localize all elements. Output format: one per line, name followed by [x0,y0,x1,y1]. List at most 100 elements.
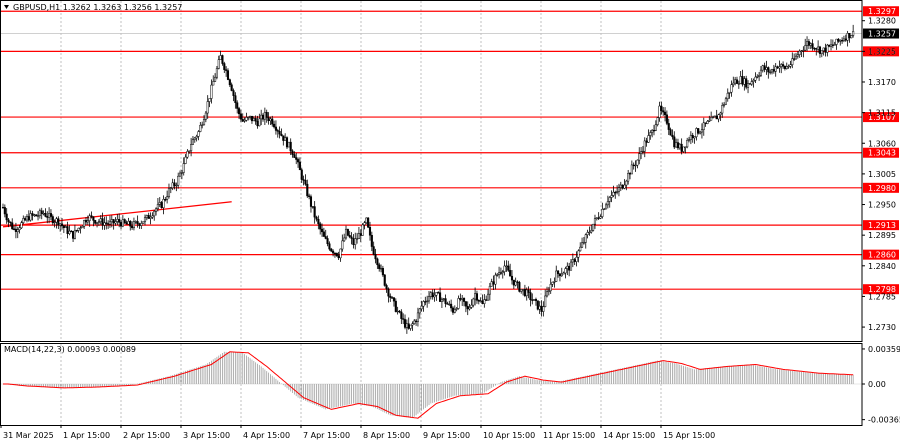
candle-body [337,255,340,259]
candle-body [678,143,681,149]
candle-body [330,248,333,252]
candle-body [525,289,528,297]
candle-body [105,222,108,224]
level-label: 1.2913 [868,221,896,230]
candle-body [442,298,445,300]
candle-body [285,137,289,148]
candle-body [155,208,158,212]
candle-body [427,296,431,302]
candle-body [734,79,737,84]
candle-body [354,238,357,245]
candle-body [416,312,419,322]
candle-body [553,281,556,283]
candle-body [732,82,735,85]
candle-body [689,134,692,140]
macd-y-tick-label: 0.00359 [868,345,900,354]
candle-body [728,91,731,94]
candle-body [302,179,305,181]
candle-body [72,230,75,239]
candle-body [245,117,248,121]
candle-body [422,301,425,307]
y-tick-label: 1.2730 [868,323,896,332]
candle-body [162,199,165,209]
candle-body [320,228,324,233]
candle-body [86,220,89,223]
candle-body [160,202,163,209]
candle-body [621,184,624,189]
macd-panel [1,351,862,419]
candle-body [199,125,202,132]
candle-body [236,102,239,109]
candle-body [64,226,67,228]
candle-body [804,45,807,51]
horizontal-levels[interactable]: 1.32971.32251.31071.30431.29801.29131.28… [1,6,899,295]
level-label-bg [863,112,899,123]
candle-body [475,293,478,301]
candle-body [433,295,436,298]
candle-body [534,299,538,301]
symbol-dropdown-icon[interactable] [4,5,9,9]
candle-body [806,41,809,46]
candle-body [171,182,174,189]
candle-body [164,199,167,201]
candle-body [647,135,650,143]
candle-body [149,216,152,219]
candle-body [18,227,21,231]
candle-body [435,292,438,296]
candle-body [250,115,254,122]
candle-body [254,118,257,122]
candle-body [562,272,565,275]
candle-body [99,218,102,222]
candle-body [169,187,172,189]
candle-body [295,157,298,160]
y-tick-label: 1.2785 [868,292,896,301]
candle-body [704,122,707,124]
candle-body [206,101,209,114]
candle-body [450,303,453,309]
candle-body [260,114,263,120]
candle-body [807,41,810,46]
candle-body [116,219,119,222]
candle-body [27,216,30,221]
candle-body [640,151,643,154]
candle-body [81,226,84,229]
candle-body [370,235,373,247]
candle-body [569,261,573,271]
candle-body [486,293,490,301]
candle-body [132,221,135,229]
candle-body [824,47,827,53]
candle-body [267,117,270,122]
x-tick-label: 2 Apr 15:00 [123,431,170,440]
candle-body [544,295,547,307]
candle-body [571,259,574,263]
candle-body [38,210,41,216]
candle-body [776,66,779,69]
candle-body [566,265,569,269]
candle-body [835,38,838,45]
candle-body [724,98,727,105]
candle-body [477,300,480,302]
candle-body [75,229,78,232]
candle-body [140,223,143,226]
x-tick-label: 8 Apr 15:00 [363,431,410,440]
candle-body [746,83,750,88]
x-tick-label: 15 Apr 15:00 [663,431,715,440]
candle-body [191,139,194,145]
candle-body [79,227,82,229]
x-tick-label: 31 Mar 2025 [3,431,54,440]
candle-body [239,113,242,120]
y-tick-label: 1.3225 [868,47,896,56]
level-label: 1.3107 [868,113,896,122]
candle-body [721,105,724,114]
candle-body [332,250,335,254]
macd-panel-border [0,343,863,426]
x-tick-label: 7 Apr 15:00 [303,431,350,440]
candle-body [177,175,180,186]
candle-body [785,66,788,69]
candle-body [190,144,193,152]
candle-body [107,223,110,225]
candle-body [651,129,654,133]
y-tick-label: 1.2895 [868,231,896,240]
